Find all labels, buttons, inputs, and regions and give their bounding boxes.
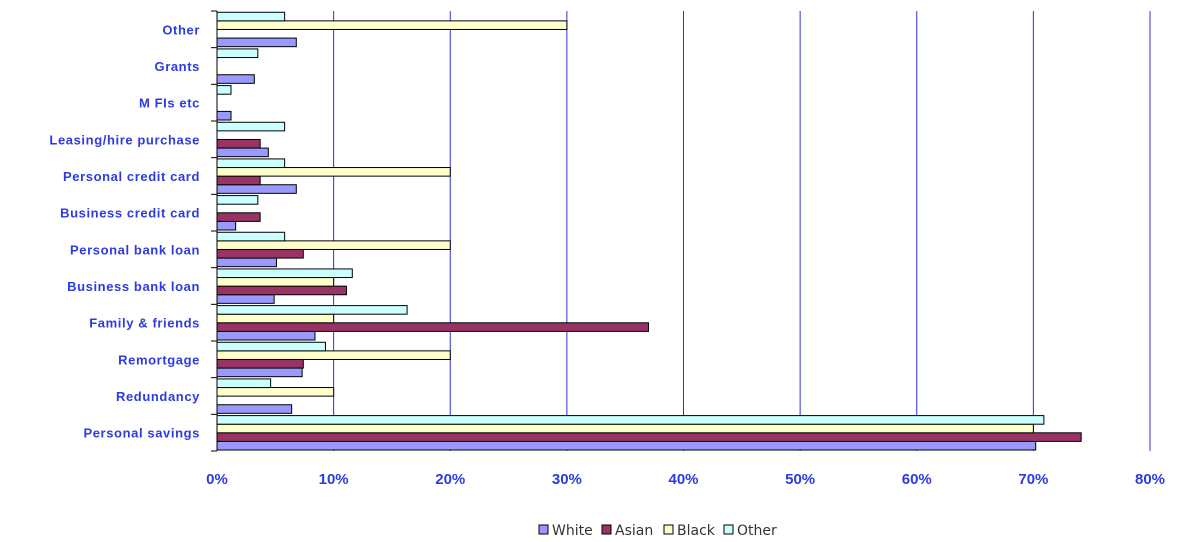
bar-black	[216, 277, 335, 287]
bar-black	[216, 387, 335, 397]
bar-asian	[216, 248, 304, 259]
bar-black	[216, 167, 451, 177]
bar-white	[216, 184, 297, 194]
bar-black	[216, 423, 1034, 434]
category-label: Redundancy	[116, 389, 200, 404]
bar-white	[216, 147, 269, 158]
bar-other	[216, 48, 259, 59]
category-label: Leasing/hire purchase	[49, 132, 200, 147]
legend-label: White	[552, 523, 593, 539]
legend-swatch-asian	[601, 524, 612, 535]
x-tick-label: 0%	[206, 471, 228, 488]
bar-white	[216, 74, 255, 84]
bar-other	[216, 158, 286, 169]
gridlines	[333, 11, 1151, 451]
bar-asian	[216, 358, 304, 369]
category-label: Other	[162, 22, 200, 37]
labels: 0% 10% 20% 30% 40% 50% 60% 70% 80% Other Grants M F…	[49, 22, 1165, 488]
bar-black	[216, 313, 335, 324]
x-tick-label: 40%	[668, 471, 698, 488]
bar-asian	[216, 138, 261, 149]
bar-white	[216, 367, 303, 378]
category-label: Personal credit card	[63, 169, 200, 184]
bar-black	[216, 240, 451, 250]
bar-asian	[216, 432, 1082, 442]
bar-black	[216, 350, 451, 360]
x-tick-label: 80%	[1135, 471, 1165, 488]
category-label: Family & friends	[89, 316, 200, 331]
bar-other	[216, 121, 286, 132]
category-label: M FIs etc	[139, 96, 200, 111]
legend: White Asian Black Other	[538, 523, 777, 539]
legend-swatch-white	[538, 524, 549, 535]
category-label: Personal savings	[83, 426, 200, 441]
bar-white	[216, 440, 1037, 451]
bar-other	[216, 195, 259, 205]
bar-other	[216, 341, 326, 352]
category-label: Grants	[154, 59, 200, 74]
legend-swatch-other	[723, 524, 734, 535]
category-label: Personal bank loan	[70, 242, 200, 257]
category-label: Business bank loan	[67, 279, 200, 294]
x-tick-label: 20%	[435, 471, 465, 488]
bar-asian	[216, 212, 261, 222]
bar-other	[216, 415, 1045, 425]
bar-other	[216, 231, 286, 242]
legend-label: Other	[737, 523, 777, 539]
legend-label: Asian	[615, 523, 653, 539]
bar-asian	[216, 285, 347, 296]
bars	[216, 11, 1082, 451]
bar-white	[216, 330, 316, 341]
bar-other	[216, 378, 272, 389]
bar-asian	[216, 175, 261, 186]
bar-white	[216, 220, 237, 231]
axes	[211, 10, 218, 452]
bar-white	[216, 294, 275, 304]
legend-label: Black	[677, 523, 716, 539]
bar-white	[216, 257, 277, 268]
x-tick-label: 30%	[552, 471, 582, 488]
bar-white	[216, 37, 297, 48]
bar-asian	[216, 322, 650, 332]
legend-swatch-black	[663, 524, 674, 535]
bar-white	[216, 404, 293, 414]
bar-other	[216, 85, 232, 95]
bar-other	[216, 268, 353, 279]
bar-white	[216, 110, 232, 121]
bar-other	[216, 11, 286, 22]
bar-black	[216, 20, 568, 30]
category-label: Remortgage	[118, 352, 200, 367]
x-tick-label: 70%	[1018, 471, 1048, 488]
x-tick-label: 50%	[785, 471, 815, 488]
category-label: Business credit card	[60, 206, 200, 221]
x-tick-label: 10%	[319, 471, 349, 488]
bar-other	[216, 305, 408, 315]
x-tick-label: 60%	[902, 471, 932, 488]
